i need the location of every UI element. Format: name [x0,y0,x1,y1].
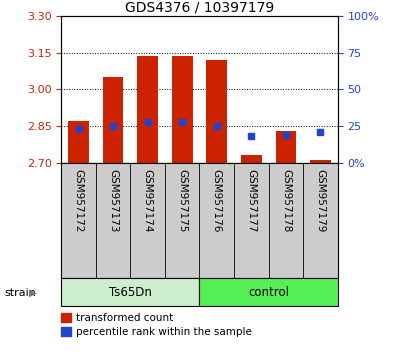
Text: GSM957176: GSM957176 [212,169,222,232]
Bar [275,131,296,163]
Bar [206,60,227,163]
Bar [241,155,261,163]
Bar [61,278,199,306]
Bar [199,278,338,306]
Text: GSM957172: GSM957172 [73,169,83,232]
Bar [68,121,89,163]
Text: GSM957174: GSM957174 [143,169,152,232]
Title: GDS4376 / 10397179: GDS4376 / 10397179 [125,1,274,15]
Bar [137,56,158,163]
Bar [310,160,331,163]
Bar [172,56,193,163]
Text: Ts65Dn: Ts65Dn [109,286,152,298]
Legend: transformed count, percentile rank within the sample: transformed count, percentile rank withi… [60,313,252,337]
Text: control: control [248,286,289,298]
Text: GSM957173: GSM957173 [108,169,118,232]
Text: GSM957179: GSM957179 [316,169,325,232]
Text: ▶: ▶ [29,288,37,298]
Bar [103,77,123,163]
Text: strain: strain [4,288,36,298]
Text: GSM957178: GSM957178 [281,169,291,232]
Text: GSM957175: GSM957175 [177,169,187,232]
Text: GSM957177: GSM957177 [246,169,256,232]
